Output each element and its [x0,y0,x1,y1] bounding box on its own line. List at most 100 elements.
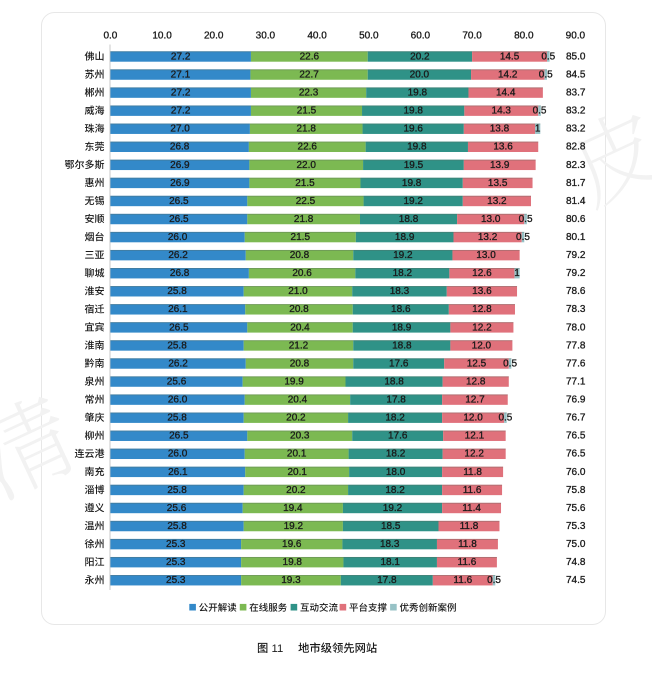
svg-text:27.2: 27.2 [171,106,191,117]
svg-text:11.8: 11.8 [460,521,479,532]
svg-text:25.6: 25.6 [167,503,187,514]
svg-text:18.2: 18.2 [393,268,413,279]
svg-text:26.9: 26.9 [170,178,190,189]
svg-text:0.5: 0.5 [498,413,512,424]
svg-text:13.6: 13.6 [493,142,513,153]
svg-text:26.5: 26.5 [169,196,189,207]
svg-text:81.7: 81.7 [566,178,586,189]
svg-text:12.8: 12.8 [472,304,492,315]
svg-text:26.2: 26.2 [168,250,188,261]
svg-text:20.8: 20.8 [290,250,310,261]
svg-text:75.8: 75.8 [566,485,586,496]
svg-text:14.3: 14.3 [492,106,512,117]
svg-text:11: 11 [272,643,284,655]
svg-text:75.3: 75.3 [566,521,586,532]
svg-text:1: 1 [514,268,520,279]
svg-text:19.2: 19.2 [284,521,304,532]
svg-text:26.1: 26.1 [168,467,188,478]
svg-text:60.0: 60.0 [411,31,431,42]
svg-text:79.2: 79.2 [566,250,586,261]
svg-text:77.1: 77.1 [566,376,586,387]
svg-text:77.8: 77.8 [566,340,586,351]
svg-text:19.8: 19.8 [403,106,423,117]
svg-text:22.3: 22.3 [299,88,319,99]
svg-text:18.9: 18.9 [392,322,412,333]
svg-text:20.4: 20.4 [288,395,308,406]
svg-text:21.8: 21.8 [294,214,314,225]
svg-text:20.6: 20.6 [292,268,312,279]
svg-text:20.8: 20.8 [289,304,309,315]
svg-text:19.8: 19.8 [402,178,422,189]
svg-text:22.6: 22.6 [300,51,320,62]
svg-text:13.0: 13.0 [476,250,496,261]
svg-text:25.8: 25.8 [167,340,187,351]
svg-text:11.6: 11.6 [463,485,482,496]
svg-text:18.2: 18.2 [385,485,405,496]
svg-text:90.0: 90.0 [566,31,586,42]
svg-text:85.0: 85.0 [566,51,586,62]
svg-text:26.8: 26.8 [170,268,190,279]
svg-text:26.5: 26.5 [169,214,189,225]
svg-text:76.7: 76.7 [566,413,586,424]
svg-text:26.0: 26.0 [168,232,188,243]
svg-text:26.0: 26.0 [168,395,188,406]
svg-text:25.6: 25.6 [167,376,187,387]
svg-text:80.1: 80.1 [566,232,586,243]
svg-text:19.2: 19.2 [403,196,423,207]
svg-text:83.7: 83.7 [566,88,586,99]
svg-text:76.0: 76.0 [566,467,586,478]
svg-text:18.8: 18.8 [384,376,404,387]
svg-text:83.2: 83.2 [566,106,586,117]
svg-text:19.4: 19.4 [283,503,303,514]
svg-text:14.4: 14.4 [496,88,516,99]
svg-text:20.0: 20.0 [204,31,224,42]
svg-text:11.6: 11.6 [458,557,477,568]
svg-text:13.0: 13.0 [481,214,501,225]
svg-text:0.5: 0.5 [539,69,553,80]
svg-text:12.5: 12.5 [467,358,487,369]
svg-text:22.6: 22.6 [298,142,318,153]
svg-text:13.6: 13.6 [472,286,492,297]
svg-text:26.1: 26.1 [168,304,188,315]
svg-text:25.3: 25.3 [166,557,186,568]
svg-text:18.9: 18.9 [395,232,415,243]
svg-text:19.2: 19.2 [393,250,413,261]
svg-text:18.2: 18.2 [386,449,406,460]
svg-text:0.5: 0.5 [533,106,547,117]
svg-text:18.6: 18.6 [391,304,411,315]
svg-text:19.2: 19.2 [383,503,403,514]
svg-text:77.6: 77.6 [566,358,586,369]
svg-text:26.2: 26.2 [168,358,188,369]
svg-text:19.8: 19.8 [407,142,427,153]
svg-text:19.6: 19.6 [403,124,423,135]
svg-text:25.8: 25.8 [167,413,187,424]
svg-text:18.0: 18.0 [386,467,406,478]
svg-text:20.2: 20.2 [286,485,306,496]
svg-text:27.2: 27.2 [171,51,191,62]
svg-text:81.4: 81.4 [566,196,586,207]
svg-text:0.5: 0.5 [519,214,533,225]
svg-text:11.6: 11.6 [453,575,472,586]
svg-text:20.1: 20.1 [287,467,307,478]
svg-text:70.0: 70.0 [462,31,482,42]
svg-text:26.5: 26.5 [169,322,189,333]
svg-text:12.2: 12.2 [472,322,492,333]
svg-text:50.0: 50.0 [359,31,379,42]
svg-text:13.2: 13.2 [478,232,498,243]
svg-text:25.8: 25.8 [167,286,187,297]
svg-text:21.5: 21.5 [291,232,311,243]
svg-text:19.6: 19.6 [282,539,302,550]
svg-text:19.8: 19.8 [408,88,428,99]
svg-text:20.3: 20.3 [290,431,310,442]
svg-text:82.3: 82.3 [566,160,586,171]
svg-text:80.6: 80.6 [566,214,586,225]
svg-text:27.0: 27.0 [170,124,190,135]
svg-text:12.1: 12.1 [465,431,485,442]
svg-text:11.4: 11.4 [462,503,481,514]
svg-text:13.9: 13.9 [490,160,510,171]
svg-text:76.5: 76.5 [566,431,586,442]
svg-text:12.0: 12.0 [472,340,492,351]
svg-text:78.6: 78.6 [566,286,586,297]
svg-text:26.0: 26.0 [168,449,188,460]
svg-text:0.0: 0.0 [103,31,117,42]
